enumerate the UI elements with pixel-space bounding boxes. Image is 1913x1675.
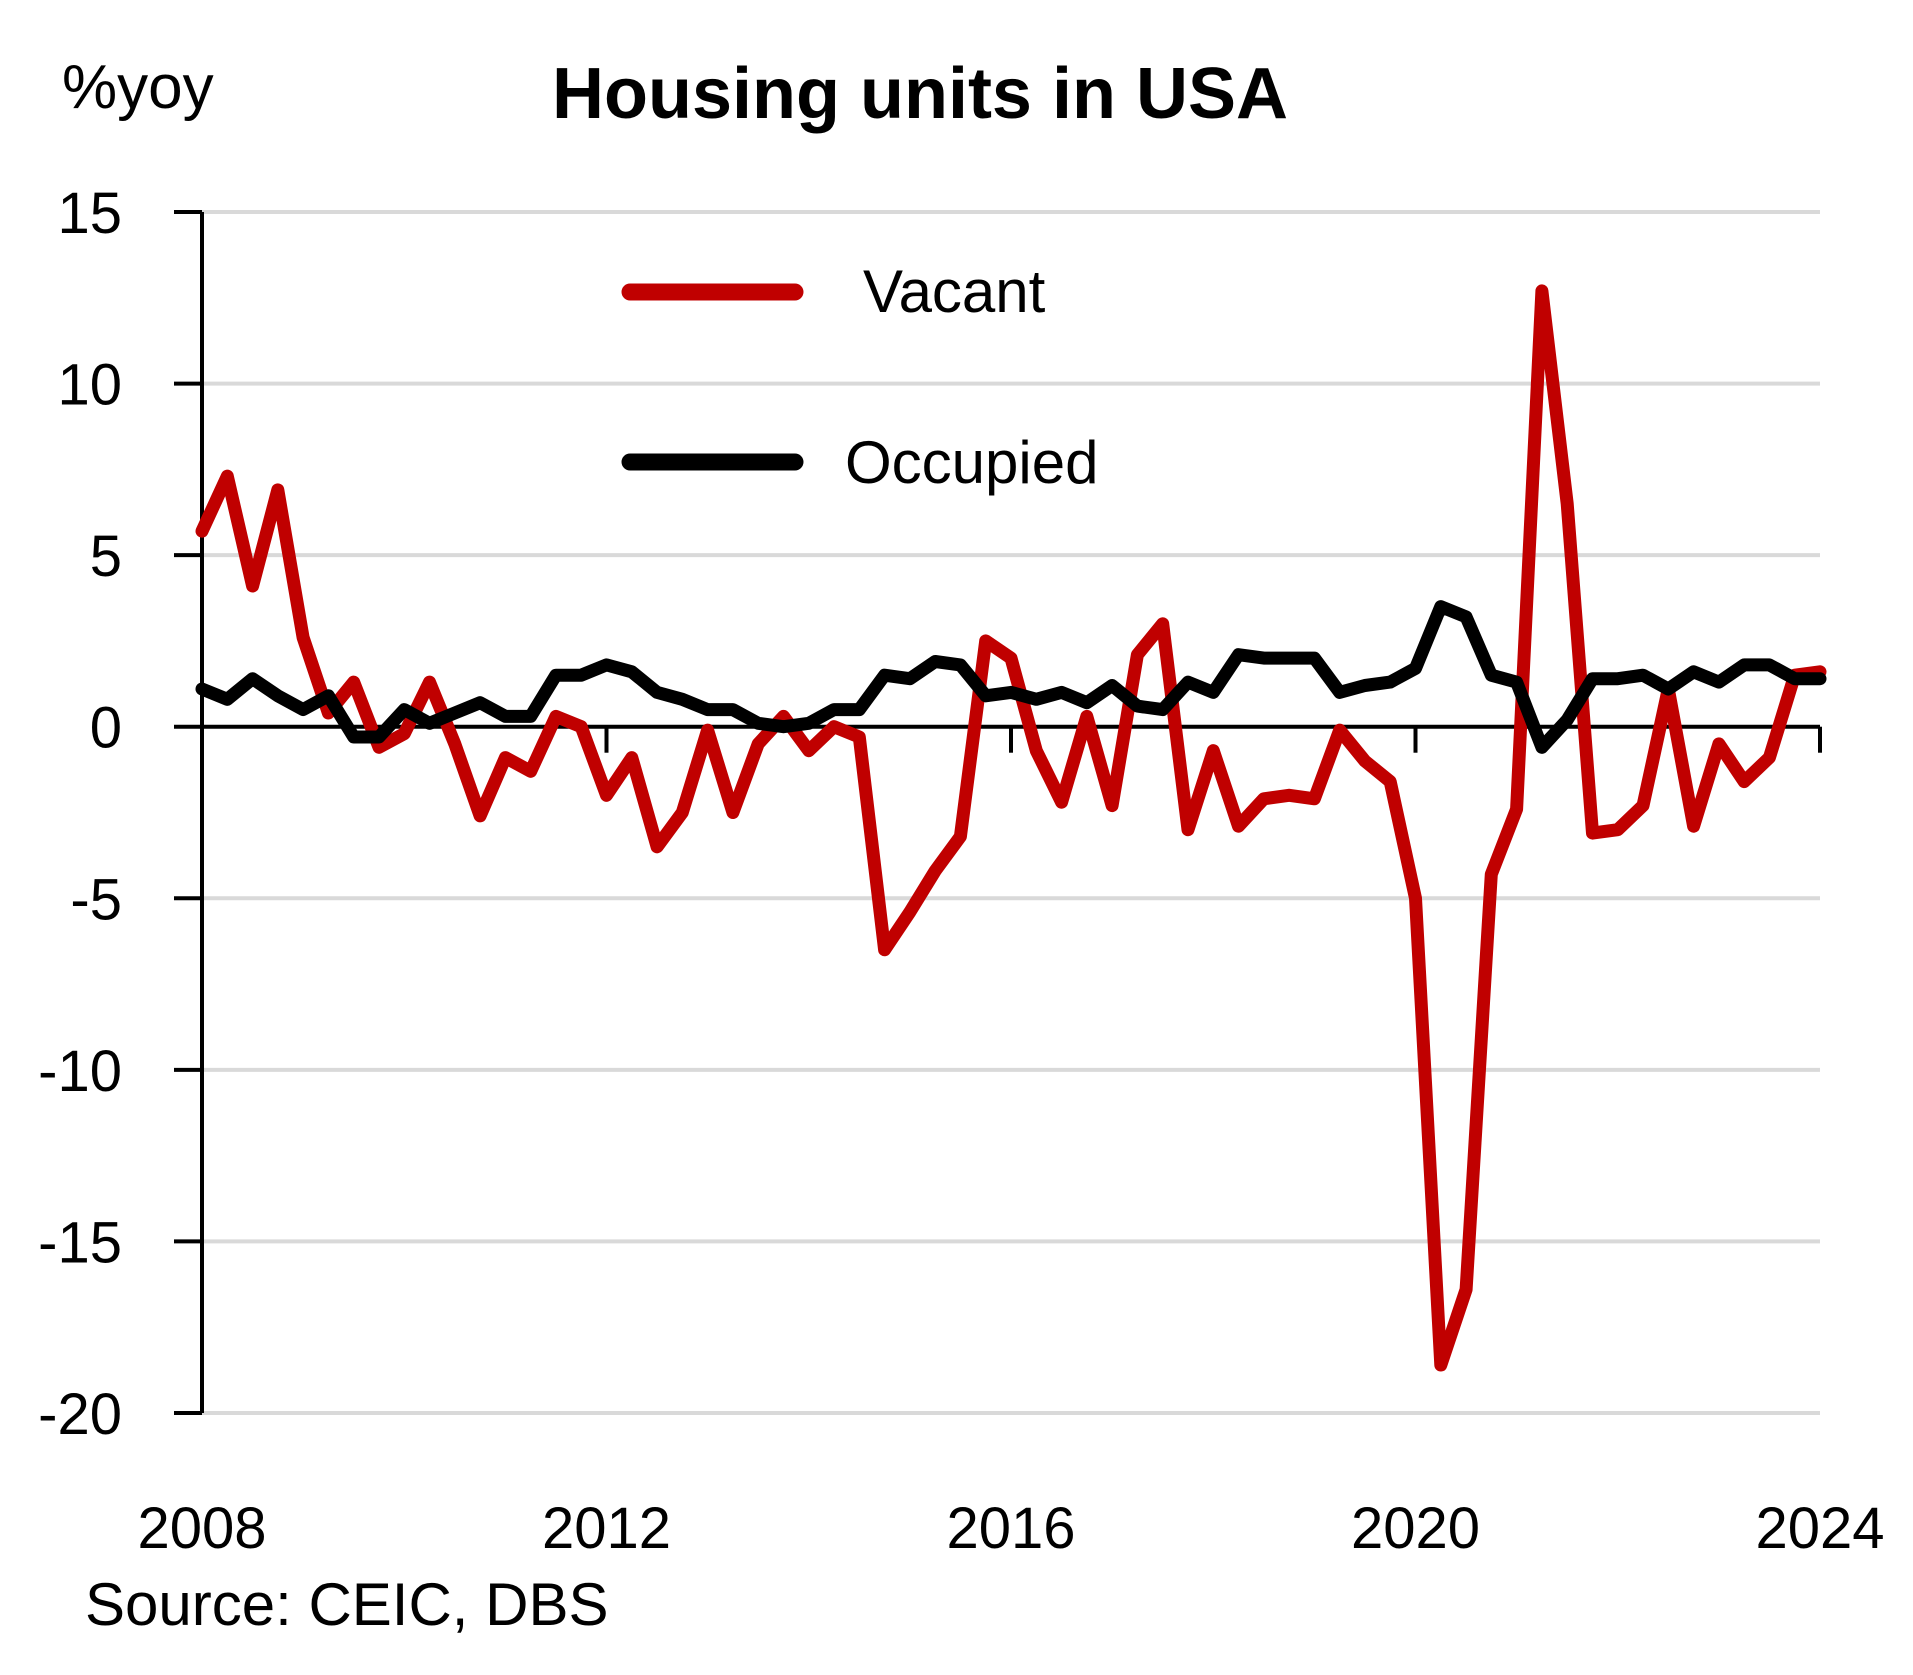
series-line-occupied — [195, 600, 1827, 754]
y-axis: 15 10 5 0 -5 -10 -15 -20 — [38, 181, 204, 1447]
grid-lines — [202, 210, 1820, 1415]
x-axis: 2008 2012 2016 2020 2024 — [137, 724, 1885, 1561]
y-tick-label: -10 — [38, 1039, 122, 1104]
y-tick-label: 5 — [90, 524, 122, 589]
y-tick-label: 0 — [90, 696, 122, 761]
x-tick-label: 2008 — [137, 1496, 266, 1561]
y-tick-label: 15 — [57, 181, 122, 246]
series-layer — [195, 284, 1827, 1372]
y-unit-label: %yoy — [62, 53, 214, 122]
source-note: Source: CEIC, DBS — [85, 1571, 609, 1638]
x-tick-label: 2012 — [542, 1496, 671, 1561]
x-tick-label: 2024 — [1755, 1496, 1884, 1561]
x-tick-label: 2016 — [946, 1496, 1075, 1561]
y-tick-label: -5 — [70, 867, 122, 932]
x-tick-label: 2020 — [1351, 1496, 1480, 1561]
chart-title: Housing units in USA — [552, 54, 1288, 134]
series-line-vacant — [195, 284, 1827, 1372]
legend-label-vacant: Vacant — [863, 258, 1046, 325]
y-tick-label: -20 — [38, 1382, 122, 1447]
y-tick-label: 10 — [57, 353, 122, 418]
legend-label-occupied: Occupied — [845, 429, 1098, 496]
y-tick-label: -15 — [38, 1210, 122, 1275]
legend: Vacant Occupied — [621, 258, 1098, 496]
